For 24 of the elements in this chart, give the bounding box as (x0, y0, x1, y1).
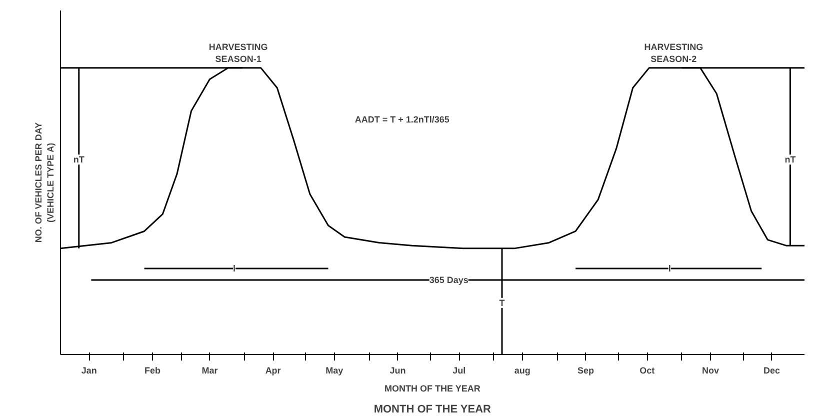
x-tick-label: Jan (81, 366, 97, 376)
x-tick-label: aug (514, 366, 530, 376)
annotation: AADT = T + 1.2nTl/365 (354, 114, 450, 124)
text: MONTH OF THE YEAR (374, 404, 492, 416)
x-tick-label: Jul (452, 366, 466, 376)
annotation: l (668, 264, 671, 274)
x-tick-label: Nov (702, 366, 719, 376)
annotation: T (499, 298, 506, 308)
x-tick-label: Feb (144, 366, 161, 376)
x-tick-label: Apr (265, 366, 282, 376)
annotation: HARVESTING SEASON-2 (644, 42, 704, 64)
x-tick-label: Jun (390, 366, 406, 376)
annotation: nT (73, 154, 85, 165)
y-axis-title: NO. OF VEHICLES PER DAY (VEHICLE TYPE A) (34, 122, 56, 243)
annotation: 365 Days (429, 274, 468, 285)
x-tick-label: Oct (640, 366, 655, 376)
x-axis-title: MONTH OF THE YEAR (384, 384, 481, 394)
annotation: l (232, 264, 236, 274)
annotation: HARVESTING SEASON-1 (208, 42, 268, 64)
x-tick-label: May (326, 366, 344, 376)
x-tick-label: Sep (578, 366, 595, 376)
annotation: nT (784, 154, 796, 165)
x-tick-label: Dec (764, 366, 780, 376)
x-tick-label: Mar (202, 366, 218, 376)
